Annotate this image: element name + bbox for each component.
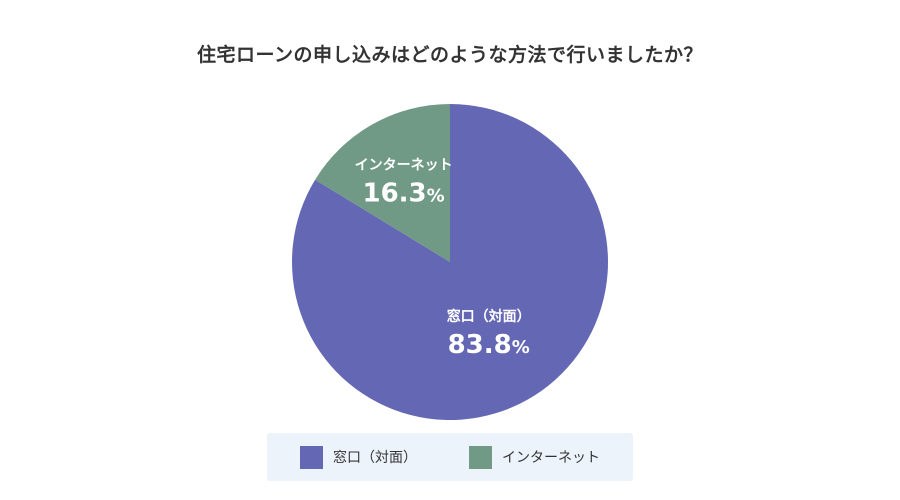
legend-item-internet: インターネット	[469, 445, 600, 469]
legend-label-window: 窓口（対面）	[333, 450, 417, 466]
pie-slice-internet	[315, 104, 450, 262]
chart-title: 住宅ローンの申し込みはどのような方法で行いましたか？	[196, 44, 704, 66]
slice-label-value: 83.8%	[448, 330, 530, 360]
legend-swatch-internet	[469, 445, 492, 469]
slice-label-name: 窓口（対面）	[447, 308, 531, 325]
slice-label-internet: インターネット 16.3%	[355, 157, 453, 208]
legend-swatch-window	[300, 445, 323, 469]
slice-label-name: インターネット	[355, 157, 453, 173]
slice-label-value: 16.3%	[362, 178, 444, 208]
legend-item-window: 窓口（対面）	[300, 445, 417, 469]
legend: 窓口（対面） インターネット	[267, 433, 633, 481]
pie-slice-window	[292, 104, 609, 420]
slice-label-window: 窓口（対面） 83.8%	[447, 308, 531, 360]
legend-label-internet: インターネット	[502, 450, 600, 466]
